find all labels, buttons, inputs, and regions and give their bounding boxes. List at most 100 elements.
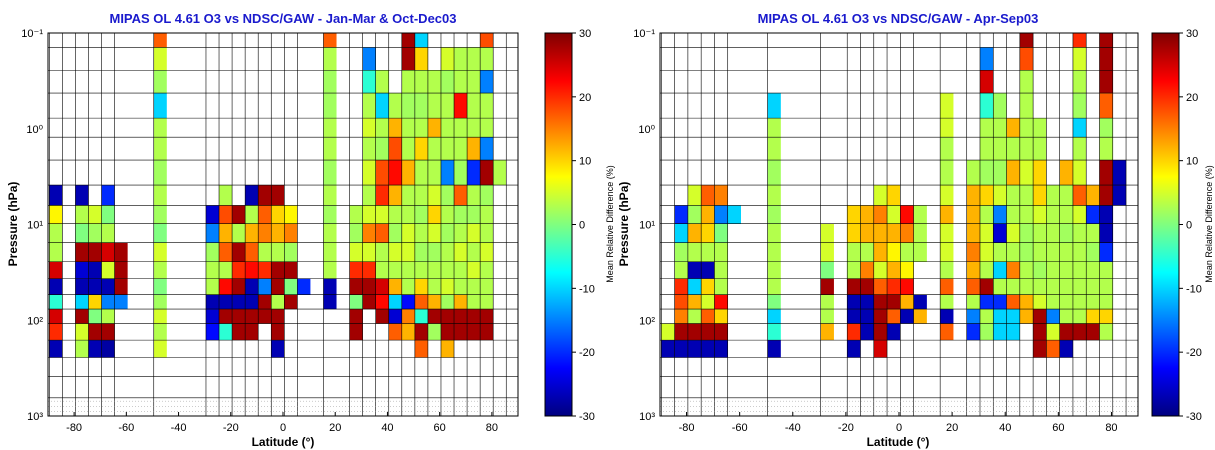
heatmap-cell	[1099, 261, 1113, 279]
heatmap-cell	[88, 242, 102, 262]
heatmap-cell	[480, 278, 494, 295]
heatmap-cell	[887, 278, 901, 295]
heatmap-cell	[414, 70, 428, 94]
heatmap-cell	[966, 323, 980, 341]
heatmap-cell	[979, 93, 994, 119]
heatmap-cell	[49, 278, 63, 295]
heatmap-cell	[414, 205, 428, 224]
y-axis-ticks: 10⁻¹ 10⁰ 10¹ 10² 10³	[21, 28, 43, 423]
heatmap-cell	[323, 294, 337, 310]
heatmap-cell	[940, 261, 954, 279]
heatmap-cell	[687, 223, 702, 243]
heatmap-cell	[375, 309, 389, 324]
x-tick-label: -40	[785, 422, 801, 434]
heatmap-cell	[1086, 309, 1100, 324]
heatmap-cell	[993, 137, 1007, 161]
heatmap-cell	[245, 278, 259, 295]
heatmap-cell	[454, 261, 468, 279]
chart-title: MIPAS OL 4.61 O3 vs NDSC/GAW - Jan-Mar &…	[109, 11, 456, 26]
heatmap-cell	[940, 223, 954, 243]
heatmap-cell	[454, 137, 468, 161]
heatmap-cell	[480, 33, 494, 48]
heatmap-cell	[153, 340, 167, 358]
heatmap-cell	[440, 118, 455, 138]
heatmap-cell	[674, 261, 688, 279]
heatmap-cell	[1059, 323, 1073, 341]
heatmap-cell	[714, 340, 728, 358]
heatmap-cell	[467, 137, 481, 161]
heatmap-cell	[375, 294, 389, 310]
heatmap-cell	[714, 309, 728, 324]
colorbar-tick-label: 20	[1186, 92, 1198, 104]
heatmap-cell	[414, 47, 428, 71]
heatmap-cell	[1046, 185, 1060, 206]
heatmap-cell	[440, 70, 455, 94]
heatmap-cell	[1019, 294, 1034, 310]
heatmap-cell	[323, 242, 337, 262]
heatmap-cell	[362, 205, 376, 224]
heatmap-cell	[480, 242, 494, 262]
heatmap-cell	[1072, 137, 1087, 161]
x-axis-ticks: -80 -60 -40 -20 0 20 40 60 80	[679, 412, 1118, 434]
x-tick-label: 0	[280, 422, 286, 434]
heatmap-cell	[388, 261, 402, 279]
heatmap-cell	[258, 294, 272, 310]
heatmap-cell	[1059, 294, 1073, 310]
heatmap-cell	[820, 261, 834, 279]
heatmap-cell	[75, 294, 89, 310]
heatmap-cell	[966, 160, 980, 186]
heatmap-cell	[101, 278, 115, 295]
heatmap-cell	[900, 242, 914, 262]
heatmap-cell	[271, 205, 285, 224]
grid-lines	[48, 33, 518, 416]
heatmap-cells	[661, 33, 1127, 358]
heatmap-cell	[49, 242, 63, 262]
heatmap-cell	[1046, 340, 1060, 358]
heatmap-cell	[388, 223, 402, 243]
heatmap-cell	[414, 33, 428, 48]
heatmap-cell	[467, 261, 481, 279]
heatmap-cell	[966, 294, 980, 310]
heatmap-cell	[401, 47, 415, 71]
heatmap-cell	[1033, 118, 1047, 138]
y-tick-label: 10¹	[27, 220, 43, 232]
heatmap-cell	[153, 323, 167, 341]
y-tick-label: 10³	[639, 411, 655, 423]
heatmap-cell	[940, 137, 954, 161]
heatmap-cell	[1099, 185, 1113, 206]
heatmap-cell	[1059, 309, 1073, 324]
heatmap-cell	[979, 70, 994, 94]
heatmap-cell	[153, 309, 167, 324]
heatmap-cell	[88, 261, 102, 279]
heatmap-cell	[388, 309, 402, 324]
heatmap-cell	[258, 261, 272, 279]
heatmap-cell	[979, 160, 994, 186]
heatmap-cell	[913, 223, 927, 243]
heatmap-cell	[205, 323, 220, 341]
heatmap-cell	[101, 205, 115, 224]
heatmap-cell	[245, 309, 259, 324]
heatmap-cell	[440, 294, 455, 310]
heatmap-cell	[401, 137, 415, 161]
heatmap-cell	[401, 185, 415, 206]
heatmap-cell	[375, 242, 389, 262]
heatmap-cell	[323, 93, 337, 119]
heatmap-cell	[49, 223, 63, 243]
heatmap-cell	[101, 223, 115, 243]
colorbar-label: Mean Relative Difference (%)	[1204, 165, 1214, 282]
heatmap-cell	[1033, 309, 1047, 324]
heatmap-cell	[687, 294, 702, 310]
heatmap-cell	[900, 205, 914, 224]
heatmap-cell	[205, 223, 220, 243]
heatmap-cell	[401, 242, 415, 262]
heatmap-cell	[114, 242, 128, 262]
heatmap-cell	[349, 323, 363, 341]
heatmap-cell	[401, 223, 415, 243]
plot-area	[47, 32, 519, 417]
heatmap-cell	[701, 278, 715, 295]
heatmap-cell	[323, 185, 337, 206]
heatmap-cell	[674, 294, 688, 310]
heatmap-cell	[88, 223, 102, 243]
heatmap-cell	[427, 118, 441, 138]
heatmap-cell	[467, 294, 481, 310]
